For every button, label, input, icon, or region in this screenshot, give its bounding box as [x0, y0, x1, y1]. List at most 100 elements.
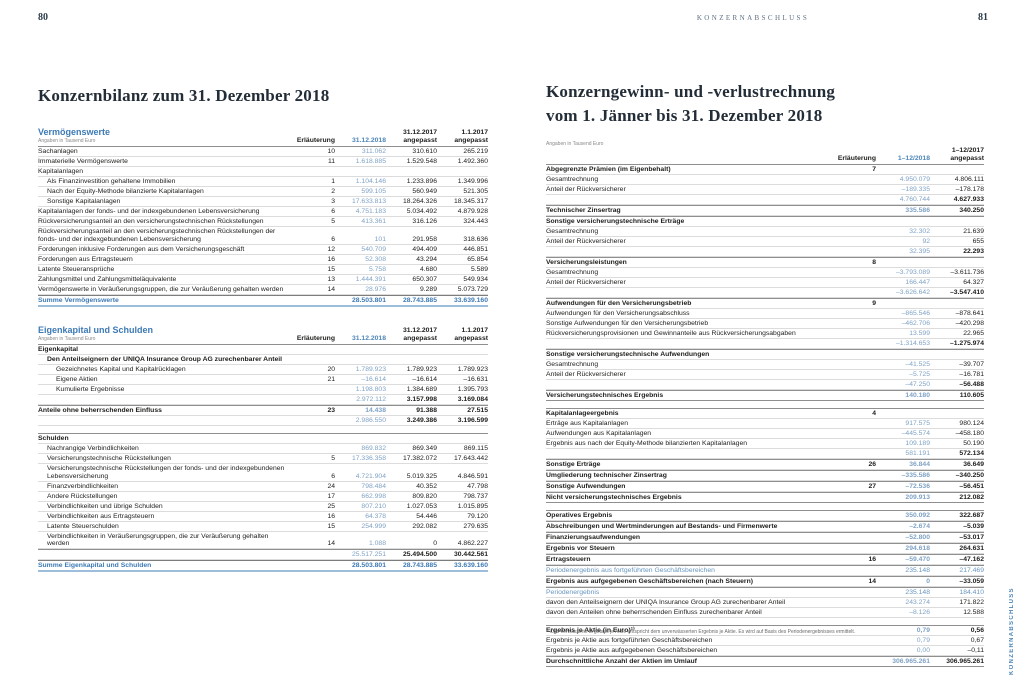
row-label: Versicherungsleistungen: [546, 259, 627, 266]
value-cell: 1.789.923: [355, 366, 386, 373]
value-cell: 1.349.996: [457, 178, 488, 185]
value-cell: 549.934: [463, 275, 488, 283]
value-cell: 17.382.072: [402, 455, 437, 462]
row-label: Abschreibungen und Wertminderungen auf B…: [546, 523, 778, 530]
value-cell: 65.854: [467, 255, 488, 263]
page-number-left: 80: [38, 12, 48, 23]
value-cell: 18.345.317: [453, 198, 488, 205]
value-cell: –2.674: [909, 523, 930, 530]
row-label: Aufwendungen aus Kapitalanlagen: [546, 430, 652, 437]
note-ref-cell: 6: [331, 208, 335, 215]
value-cell: 807.210: [361, 502, 386, 510]
column-header-restated: angepasst: [454, 136, 488, 144]
value-cell: 43.294: [416, 255, 437, 263]
value-cell: 79.120: [467, 512, 488, 520]
row-label: Nachrangige Verbindlichkeiten: [47, 445, 139, 452]
value-cell: 869.115: [463, 445, 488, 452]
value-cell: 166.447: [905, 279, 930, 286]
table-header: Vermögenswerte Angaben in Tausend Euro Erl…: [38, 122, 488, 147]
value-cell: –3.793.089: [895, 269, 930, 276]
value-cell: 9.289: [419, 285, 437, 293]
value-cell: 4.680: [419, 265, 437, 273]
table-row: Anteile ohne beherrschenden Einfluss 23 14…: [38, 405, 488, 416]
note-ref-cell: 27: [868, 483, 876, 490]
table-row: Forderungen inklusive Forderungen aus de…: [38, 245, 488, 255]
table-row: Nachrangige Verbindlichkeiten 869.832 869.…: [38, 444, 488, 454]
row-label: Anteile ohne beherrschenden Einfluss: [38, 407, 162, 414]
value-cell: –865.546: [901, 310, 930, 317]
table-row: Forderungen aus Ertragsteuern 16 52.308 43.…: [38, 255, 488, 265]
value-cell: 212.082: [959, 494, 984, 501]
table-row: Finanzierungsaufwendungen –52.800 –53.017: [546, 532, 984, 543]
table-unit-note: Angaben in Tausend Euro: [38, 336, 96, 342]
value-cell: 350.092: [905, 512, 930, 519]
value-cell: –178.178: [955, 186, 984, 193]
table-row: davon den Anteilseignern der UNIQA Insur…: [546, 598, 984, 608]
value-cell: 2.986.550: [355, 417, 386, 424]
income-statement-table: Angaben in Tausend Euro Erläuterung 1–12/2…: [546, 140, 984, 667]
table-row: Sonstige Aufwendungen 27 –72.536 –56.451: [546, 481, 984, 492]
table-row: 32.395 22.293: [546, 247, 984, 257]
note-ref-cell: 26: [868, 461, 876, 468]
value-cell: 1.618.885: [355, 158, 386, 165]
row-label: Aufwendungen für den Versicherungsbetrie…: [546, 300, 692, 307]
value-cell: 21.639: [963, 228, 984, 235]
value-cell: –56.488: [959, 381, 984, 388]
table-row: Summe Eigenkapital und Schulden 28.503.80…: [38, 560, 488, 572]
income-statement-title: Konzerngewinn- und -verlustrechnung vom …: [546, 80, 835, 128]
value-cell: 340.250: [959, 207, 984, 214]
value-cell: –16.614: [412, 376, 437, 383]
value-cell: 0,56: [970, 627, 984, 634]
row-label: Finanzverbindlichkeiten: [47, 482, 119, 490]
value-cell: 36.844: [909, 461, 930, 468]
value-cell: 1.395.793: [457, 386, 488, 393]
row-label: Verbindlichkeiten in Veräußerungsgruppen…: [47, 532, 269, 548]
page-right: KONZERNABSCHLUSS 81 Konzerngewinn- und -…: [512, 0, 1024, 686]
row-label: Aufwendungen für den Versicherungsabschl…: [546, 310, 690, 317]
table-row: 25.517.251 25.494.500 30.442.561: [38, 549, 488, 560]
value-cell: 869.349: [412, 445, 437, 452]
value-cell: –189.335: [901, 186, 930, 193]
table-row: Nicht versicherungstechnisches Ergebnis 2…: [546, 492, 984, 503]
table-row: Verbindlichkeiten und übrige Schulden 25 8…: [38, 502, 488, 512]
value-cell: 5.758: [368, 265, 386, 273]
table-title: Eigenkapital und Schulden: [38, 325, 154, 335]
table-row: Vermögenswerte in Veräußerungsgruppen, d…: [38, 285, 488, 295]
row-label: Ertragsteuern: [546, 556, 591, 563]
row-label: Periodenergebnis: [546, 589, 600, 596]
value-cell: 3.196.599: [457, 417, 488, 424]
table-row: Operatives Ergebnis 350.092 322.687: [546, 510, 984, 521]
table-row: Anteil der Rückversicherer –5.725 –16.781: [546, 370, 984, 380]
row-label: Versicherungstechnisches Ergebnis: [546, 392, 664, 399]
value-cell: –8.126: [909, 609, 930, 616]
value-cell: 540.709: [361, 245, 386, 253]
row-label: Latente Steuerschulden: [47, 522, 119, 530]
value-cell: 0: [433, 540, 437, 547]
value-cell: 91.388: [416, 407, 437, 414]
table-title-block: Eigenkapital und Schulden Angaben in Taus…: [38, 325, 295, 342]
table-row: Gesamtrechnung 4.950.079 4.806.111: [546, 175, 984, 185]
column-header-note: Erläuterung: [296, 136, 335, 144]
value-cell: 1.015.895: [457, 502, 488, 510]
table-row: Versicherungstechnische Rückstellungen d…: [38, 464, 488, 482]
value-cell: 560.949: [412, 188, 437, 195]
value-cell: –52.800: [905, 534, 930, 541]
table-row: [546, 503, 984, 510]
value-cell: 5.073.729: [457, 285, 488, 293]
value-cell: 917.575: [905, 420, 930, 427]
row-label: Technischer Zinsertrag: [546, 207, 621, 214]
value-cell: –1.275.974: [949, 340, 984, 347]
row-label: Rückversicherungsprovisionen und Gewinna…: [546, 330, 796, 337]
value-cell: 0,67: [970, 637, 984, 644]
value-cell: 5.019.325: [406, 472, 437, 480]
column-header-value: 1–12/2017 angepasst: [930, 147, 984, 162]
column-header-year: 1–12/2017: [951, 147, 984, 154]
value-cell: 28.743.885: [402, 562, 437, 569]
row-label: Kapitalanlagen: [38, 168, 83, 175]
row-label: Den Anteilseignern der UNIQA Insurance G…: [47, 356, 283, 363]
value-cell: 494.409: [412, 245, 437, 253]
row-label: Nach der Equity-Methode bilanzierte Kapi…: [47, 188, 204, 195]
table-row: Finanzverbindlichkeiten 24 798.484 40.352 47…: [38, 482, 488, 492]
value-cell: 30.442.561: [453, 551, 488, 558]
note-ref-cell: 14: [327, 540, 335, 547]
